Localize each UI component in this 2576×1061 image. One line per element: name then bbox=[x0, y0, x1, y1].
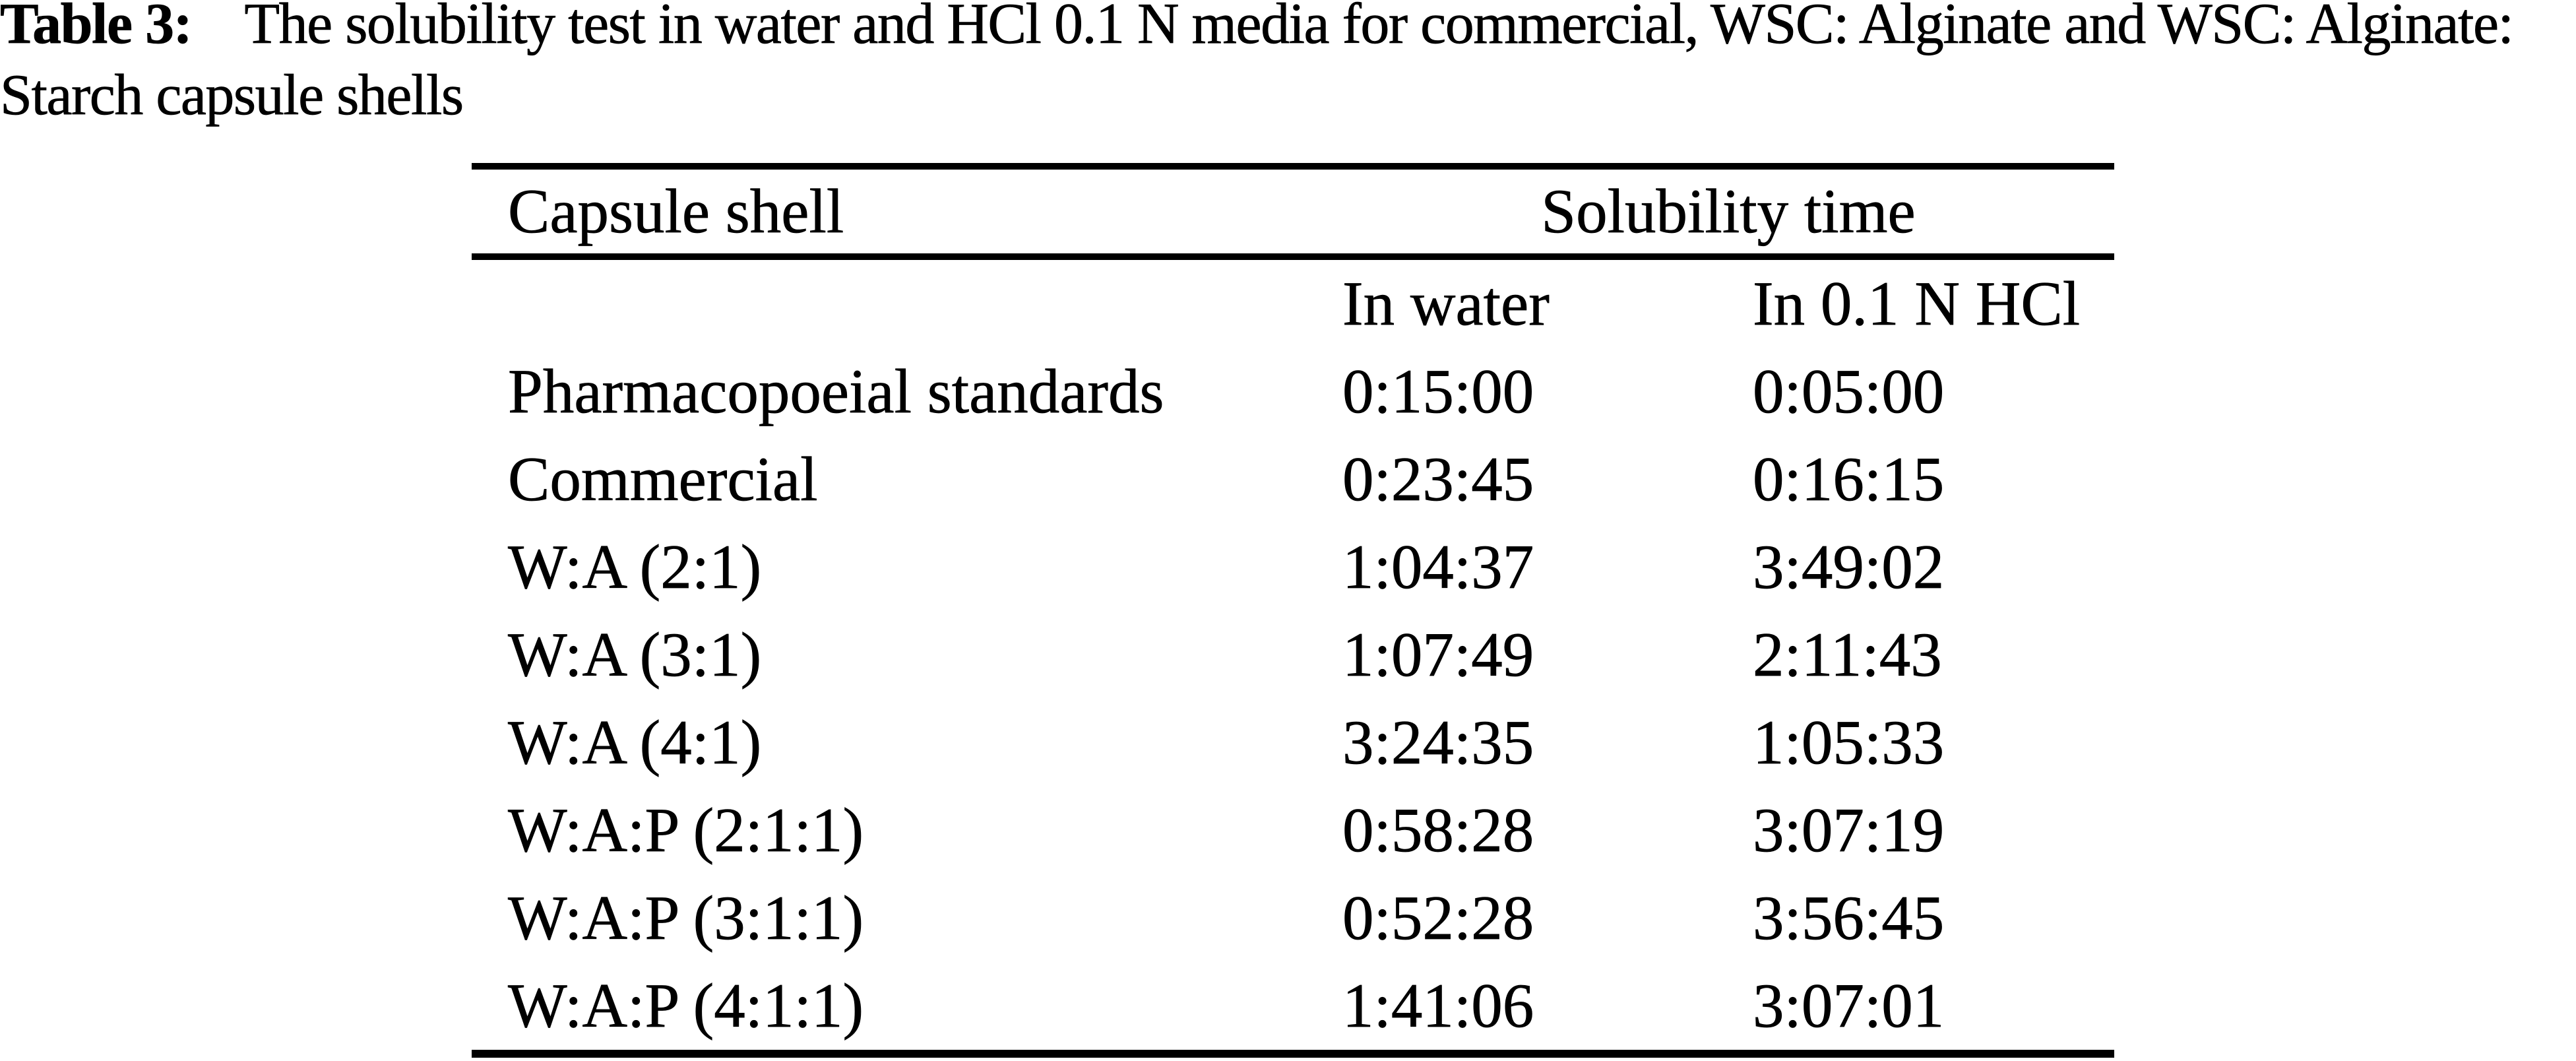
cell-shell: W:A (3:1) bbox=[508, 620, 762, 690]
table-row: W:A:P (3:1:1) 0:52:28 3:56:45 bbox=[472, 874, 2114, 962]
cell-in-water: 1:41:06 bbox=[1342, 971, 1534, 1041]
table-header-rule bbox=[472, 253, 2114, 260]
cell-in-hcl: 0:05:00 bbox=[1753, 356, 1945, 427]
header-capsule-shell: Capsule shell bbox=[508, 176, 844, 247]
table-row: Commercial 0:23:45 0:16:15 bbox=[472, 435, 2114, 523]
cell-in-water: 0:52:28 bbox=[1342, 883, 1534, 953]
cell-in-hcl: 2:11:43 bbox=[1753, 620, 1942, 690]
table-row: W:A (4:1) 3:24:35 1:05:33 bbox=[472, 699, 2114, 787]
table-row: Pharmacopoeial standards 0:15:00 0:05:00 bbox=[472, 348, 2114, 435]
table-body: In water In 0.1 N HCl Pharmacopoeial sta… bbox=[472, 260, 2114, 1050]
cell-in-water: 0:15:00 bbox=[1342, 356, 1534, 427]
table-top-rule bbox=[472, 163, 2114, 170]
table-row: W:A (3:1) 1:07:49 2:11:43 bbox=[472, 611, 2114, 699]
cell-in-water: 1:04:37 bbox=[1342, 532, 1534, 602]
cell-shell: W:A:P (3:1:1) bbox=[508, 883, 864, 953]
sub-header-empty-cell bbox=[472, 260, 1342, 348]
cell-shell: W:A (2:1) bbox=[508, 532, 762, 602]
cell-shell: W:A (4:1) bbox=[508, 707, 762, 778]
caption-line-2: Starch capsule shells bbox=[0, 63, 464, 128]
caption-line-1: Table 3: The solubility test in water and… bbox=[0, 0, 2576, 60]
cell-in-water: 3:24:35 bbox=[1342, 707, 1534, 778]
table-row: W:A:P (2:1:1) 0:58:28 3:07:19 bbox=[472, 787, 2114, 874]
cell-shell: W:A:P (4:1:1) bbox=[508, 971, 864, 1041]
cell-in-water: 1:07:49 bbox=[1342, 620, 1534, 690]
table-row: W:A:P (4:1:1) 1:41:06 3:07:01 bbox=[472, 962, 2114, 1050]
table-caption: Table 3: The solubility test in water and… bbox=[0, 0, 2576, 131]
caption-text: The solubility test in water and HCl 0.1… bbox=[244, 0, 2514, 56]
cell-in-hcl: 3:07:01 bbox=[1753, 971, 1945, 1041]
caption-table-number: Table 3: bbox=[0, 0, 193, 56]
sub-header-in-hcl: In 0.1 N HCl bbox=[1753, 269, 2081, 339]
cell-in-hcl: 0:16:15 bbox=[1753, 444, 1945, 515]
cell-in-hcl: 3:07:19 bbox=[1753, 795, 1945, 866]
table-bottom-rule bbox=[472, 1050, 2114, 1058]
table-header-row: Capsule shell Solubility time bbox=[472, 170, 2114, 253]
table-row: W:A (2:1) 1:04:37 3:49:02 bbox=[472, 523, 2114, 611]
solubility-table: Capsule shell Solubility time In water I… bbox=[472, 163, 2114, 1058]
cell-in-hcl: 1:05:33 bbox=[1753, 707, 1945, 778]
cell-shell: W:A:P (2:1:1) bbox=[508, 795, 864, 866]
cell-in-water: 0:23:45 bbox=[1342, 444, 1534, 515]
cell-in-hcl: 3:56:45 bbox=[1753, 883, 1945, 953]
sub-header-row: In water In 0.1 N HCl bbox=[472, 260, 2114, 348]
cell-shell: Commercial bbox=[508, 444, 818, 515]
cell-shell: Pharmacopoeial standards bbox=[508, 356, 1164, 427]
cell-in-water: 0:58:28 bbox=[1342, 795, 1534, 866]
sub-header-in-water: In water bbox=[1342, 269, 1550, 339]
cell-in-hcl: 3:49:02 bbox=[1753, 532, 1945, 602]
header-solubility-time: Solubility time bbox=[1541, 176, 1916, 247]
